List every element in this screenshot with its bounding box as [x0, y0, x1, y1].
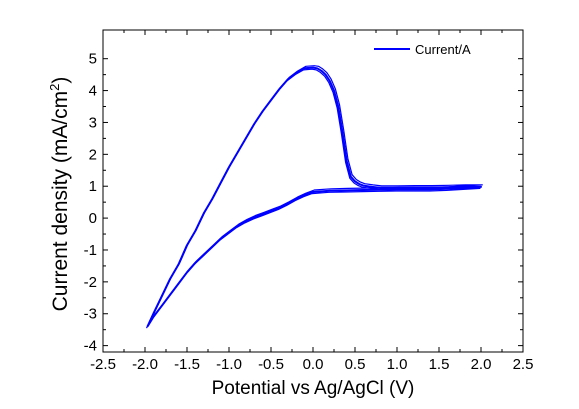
y-axis-title-superscript: 2	[47, 84, 62, 91]
y-axis-title-main: Current density (mA/cm	[49, 91, 72, 312]
y-tick-label: -1	[84, 242, 97, 259]
x-tick-label: 1.5	[429, 356, 450, 373]
y-tick-label: 0	[89, 210, 97, 227]
x-tick-label: 2.0	[471, 356, 492, 373]
y-tick-label: 2	[89, 146, 97, 163]
plot-frame	[102, 29, 524, 353]
series-line-current	[146, 66, 482, 328]
y-tick-label: 3	[89, 114, 97, 131]
series-lines	[145, 65, 483, 329]
x-tick-label: 2.5	[513, 356, 534, 373]
y-axis-title-close: )	[49, 77, 72, 84]
x-tick-label: 1.0	[387, 356, 408, 373]
x-tick-label: -2.5	[90, 356, 116, 373]
x-tick-label: -2.0	[132, 356, 158, 373]
y-axis-title: Current density (mA/cm2)	[47, 77, 72, 312]
series-line-current	[145, 68, 481, 329]
series-line-current	[148, 65, 483, 325]
y-tick-label: 1	[89, 178, 97, 195]
y-tick-label: 4	[89, 83, 97, 100]
x-tick-label: 0.0	[303, 356, 324, 373]
x-tick-label: -0.5	[258, 356, 284, 373]
x-axis-title: Potential vs Ag/AgCl (V)	[212, 378, 415, 399]
tick-labels: -2.5 -2.0 -1.5 -1.0 -0.5 0.0 0.5 1.0 1.5 2.0 2.5 -4…	[84, 51, 534, 373]
legend: Current/A	[374, 42, 471, 57]
legend-label-current: Current/A	[415, 42, 471, 57]
x-tick-label: 0.5	[345, 356, 366, 373]
x-tick-label: -1.5	[174, 356, 200, 373]
y-tick-label: -2	[84, 274, 97, 291]
y-tick-label: -3	[84, 306, 97, 323]
y-tick-label: -4	[84, 338, 97, 355]
x-tick-label: -1.0	[216, 356, 242, 373]
y-tick-label: 5	[89, 51, 97, 68]
